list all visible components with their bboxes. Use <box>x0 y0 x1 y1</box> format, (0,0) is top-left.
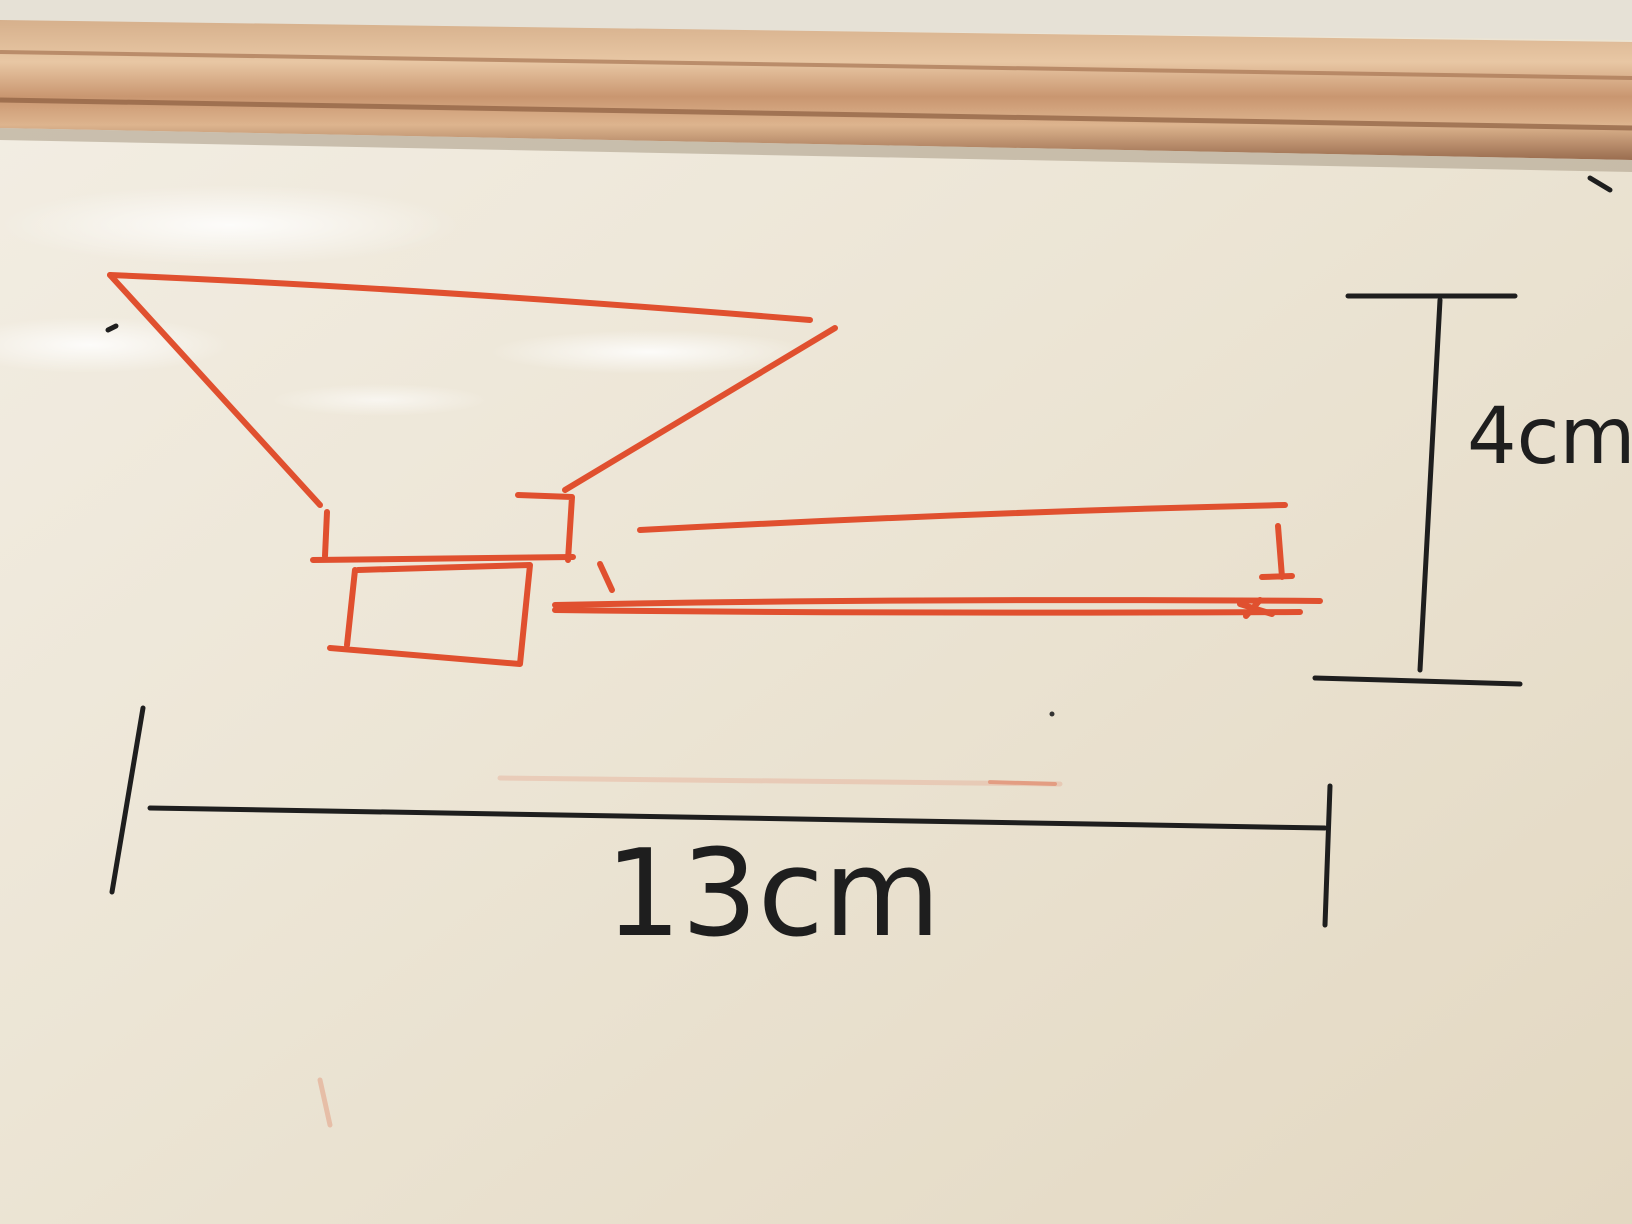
speaker-drawing <box>107 272 1323 667</box>
marker-smudge <box>497 775 1063 787</box>
height-label: 4cm <box>1467 392 1632 482</box>
marker-smudge <box>988 780 1057 786</box>
tube-end-x <box>1237 597 1275 619</box>
height-dimension-bottom-cap <box>1312 675 1523 687</box>
tube-bottom-second <box>552 607 1303 616</box>
marker-smudge <box>317 1077 333 1128</box>
height-dimension-line <box>1417 297 1443 673</box>
light-glare <box>270 384 490 416</box>
speaker-magnet <box>327 562 533 667</box>
speaker-basket-right <box>515 492 575 563</box>
tube-bottom <box>552 597 1323 608</box>
frame-groove <box>0 97 1632 131</box>
width-label: 13cm <box>605 825 941 964</box>
width-dimension-right-cap <box>1322 783 1333 928</box>
dimension-markings <box>105 175 1613 928</box>
light-glare <box>0 317 230 373</box>
wooden-frame <box>0 20 1632 160</box>
tube-start-mark <box>597 561 615 593</box>
stray-mark <box>105 323 119 333</box>
light-glare <box>490 330 810 374</box>
width-dimension-line <box>147 805 1328 831</box>
frame-groove <box>0 50 1632 80</box>
light-glare <box>0 185 460 265</box>
speaker-cone-left-side <box>107 272 323 508</box>
frame-shadow <box>0 128 1632 172</box>
wall-strip <box>0 0 1632 40</box>
speaker-cone-top-edge <box>107 272 813 323</box>
speaker-cone-right-side <box>562 325 838 493</box>
speaker-basket-left <box>322 509 330 559</box>
tube-end-mark <box>1259 523 1295 580</box>
speaker-basket-bottom <box>310 554 576 563</box>
width-dimension-left-cap <box>109 705 146 895</box>
marker-dot <box>1049 711 1055 717</box>
tube-top <box>637 502 1288 533</box>
stray-mark <box>1587 175 1613 193</box>
